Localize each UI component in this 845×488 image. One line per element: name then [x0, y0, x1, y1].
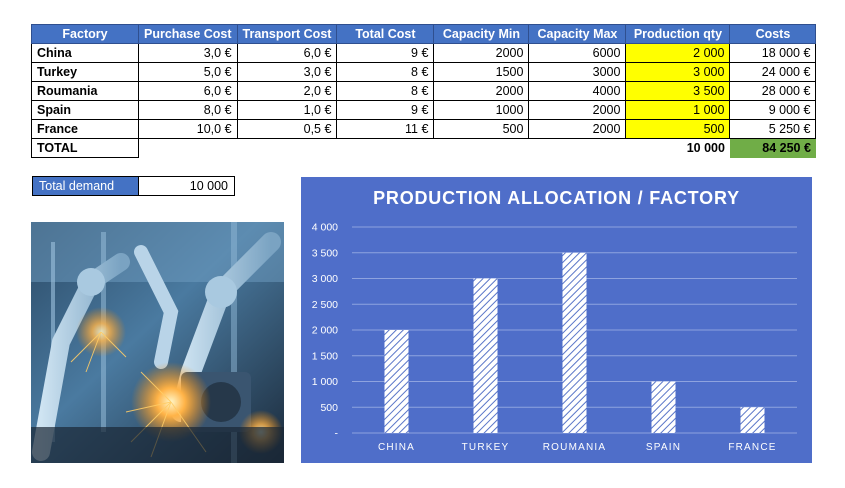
- cell-capacity-min[interactable]: 1000: [433, 100, 530, 120]
- header-purchase-cost[interactable]: Purchase Cost: [138, 24, 238, 44]
- cell-factory[interactable]: China: [31, 43, 139, 63]
- cell-total-cost[interactable]: 9 €: [336, 100, 435, 120]
- cell-transport-cost[interactable]: 3,0 €: [236, 62, 338, 82]
- total-demand-box: Total demand 10 000: [32, 176, 235, 196]
- y-tick-label: 3 500: [312, 247, 338, 259]
- header-total-cost[interactable]: Total Cost: [336, 24, 435, 44]
- table-row: France 10,0 € 0,5 € 11 € 500 2000 500 5 …: [31, 119, 817, 139]
- cell-capacity-min[interactable]: 2000: [433, 43, 530, 63]
- total-demand-value[interactable]: 10 000: [138, 176, 235, 196]
- cell-total-cost[interactable]: 9 €: [336, 43, 435, 63]
- cell-capacity-max[interactable]: 4000: [528, 81, 627, 101]
- cell-factory[interactable]: France: [31, 119, 139, 139]
- x-tick-label: SPAIN: [646, 442, 681, 453]
- table-row: Roumania 6,0 € 2,0 € 8 € 2000 4000 3 500…: [31, 81, 817, 101]
- header-costs[interactable]: Costs: [729, 24, 817, 44]
- table-row: China 3,0 € 6,0 € 9 € 2000 6000 2 000 18…: [31, 43, 817, 63]
- empty-cell[interactable]: [337, 139, 434, 158]
- cell-capacity-max[interactable]: 2000: [528, 100, 627, 120]
- cell-transport-cost[interactable]: 0,5 €: [236, 119, 338, 139]
- empty-cell[interactable]: [237, 139, 337, 158]
- y-axis-tick-labels: - 500 1 000 1 500 2 000 2 500 3 000 3 500 4 000: [312, 222, 339, 440]
- cell-total-cost[interactable]: 8 €: [336, 62, 435, 82]
- cell-costs[interactable]: 24 000 €: [729, 62, 817, 82]
- bar-turkey[interactable]: [473, 278, 498, 434]
- bar-spain[interactable]: [651, 381, 676, 434]
- cell-transport-cost[interactable]: 1,0 €: [236, 100, 338, 120]
- x-axis-tick-labels: CHINA TURKEY ROUMANIA SPAIN FRANCE: [378, 442, 776, 453]
- cell-costs[interactable]: 9 000 €: [729, 100, 817, 120]
- total-label[interactable]: TOTAL: [31, 138, 139, 158]
- cell-factory[interactable]: Roumania: [31, 81, 139, 101]
- empty-cell[interactable]: [529, 139, 626, 158]
- industrial-robot-welding-photo: [31, 222, 284, 463]
- total-row: TOTAL 10 000 84 250 €: [31, 138, 816, 158]
- header-production-qty[interactable]: Production qty: [625, 24, 731, 44]
- cell-capacity-min[interactable]: 1500: [433, 62, 530, 82]
- cell-capacity-max[interactable]: 6000: [528, 43, 627, 63]
- cell-production-qty[interactable]: 500: [625, 119, 731, 139]
- x-tick-label: FRANCE: [728, 442, 776, 453]
- cell-capacity-max[interactable]: 2000: [528, 119, 627, 139]
- cell-purchase-cost[interactable]: 10,0 €: [138, 119, 238, 139]
- table-row: Turkey 5,0 € 3,0 € 8 € 1500 3000 3 000 2…: [31, 62, 817, 82]
- cell-capacity-min[interactable]: 500: [433, 119, 530, 139]
- cell-purchase-cost[interactable]: 6,0 €: [138, 81, 238, 101]
- total-demand-label[interactable]: Total demand: [32, 176, 139, 196]
- y-tick-label: 1 500: [312, 350, 338, 362]
- bar-france[interactable]: [740, 407, 765, 433]
- cell-total-cost[interactable]: 11 €: [336, 119, 435, 139]
- cell-transport-cost[interactable]: 2,0 €: [236, 81, 338, 101]
- cell-capacity-max[interactable]: 3000: [528, 62, 627, 82]
- y-tick-label: 2 500: [312, 299, 338, 311]
- cell-purchase-cost[interactable]: 8,0 €: [138, 100, 238, 120]
- cell-purchase-cost[interactable]: 3,0 €: [138, 43, 238, 63]
- x-tick-label: TURKEY: [462, 442, 510, 453]
- empty-cell[interactable]: [139, 139, 238, 158]
- cell-production-qty[interactable]: 3 000: [625, 62, 731, 82]
- y-tick-label: 1 000: [312, 376, 338, 388]
- y-tick-label: 4 000: [312, 222, 338, 234]
- total-costs[interactable]: 84 250 €: [729, 138, 816, 158]
- y-tick-label: 2 000: [312, 325, 338, 337]
- empty-cell[interactable]: [434, 139, 529, 158]
- cell-costs[interactable]: 18 000 €: [729, 43, 817, 63]
- chart-bars: [384, 252, 765, 434]
- x-tick-label: CHINA: [378, 442, 415, 453]
- cell-total-cost[interactable]: 8 €: [336, 81, 435, 101]
- cell-production-qty[interactable]: 2 000: [625, 43, 731, 63]
- cell-factory[interactable]: Turkey: [31, 62, 139, 82]
- cell-production-qty[interactable]: 3 500: [625, 81, 731, 101]
- bar-china[interactable]: [384, 330, 409, 433]
- header-factory[interactable]: Factory: [31, 24, 139, 44]
- cell-costs[interactable]: 28 000 €: [729, 81, 817, 101]
- factory-cost-table: Factory Purchase Cost Transport Cost Tot…: [31, 24, 817, 158]
- total-production-qty[interactable]: 10 000: [686, 141, 725, 156]
- cell-factory[interactable]: Spain: [31, 100, 139, 120]
- bar-roumania[interactable]: [562, 252, 587, 433]
- cell-capacity-min[interactable]: 2000: [433, 81, 530, 101]
- robot-photo-illustration: [31, 222, 284, 463]
- y-tick-label: 500: [320, 402, 338, 414]
- x-tick-label: ROUMANIA: [543, 442, 607, 453]
- table-header-row: Factory Purchase Cost Transport Cost Tot…: [31, 24, 817, 44]
- cell-production-qty[interactable]: 1 000: [625, 100, 731, 120]
- header-capacity-min[interactable]: Capacity Min: [433, 24, 530, 44]
- cell-transport-cost[interactable]: 6,0 €: [236, 43, 338, 63]
- table-row: Spain 8,0 € 1,0 € 9 € 1000 2000 1 000 9 …: [31, 100, 817, 120]
- cell-costs[interactable]: 5 250 €: [729, 119, 817, 139]
- y-tick-label: 3 000: [312, 273, 338, 285]
- chart-title: PRODUCTION ALLOCATION / FACTORY: [373, 188, 740, 208]
- cell-purchase-cost[interactable]: 5,0 €: [138, 62, 238, 82]
- production-allocation-chart: PRODUCTION ALLOCATION / FACTORY - 500 1 00…: [301, 177, 812, 463]
- y-tick-label: -: [335, 428, 339, 440]
- header-transport-cost[interactable]: Transport Cost: [236, 24, 338, 44]
- header-capacity-max[interactable]: Capacity Max: [528, 24, 627, 44]
